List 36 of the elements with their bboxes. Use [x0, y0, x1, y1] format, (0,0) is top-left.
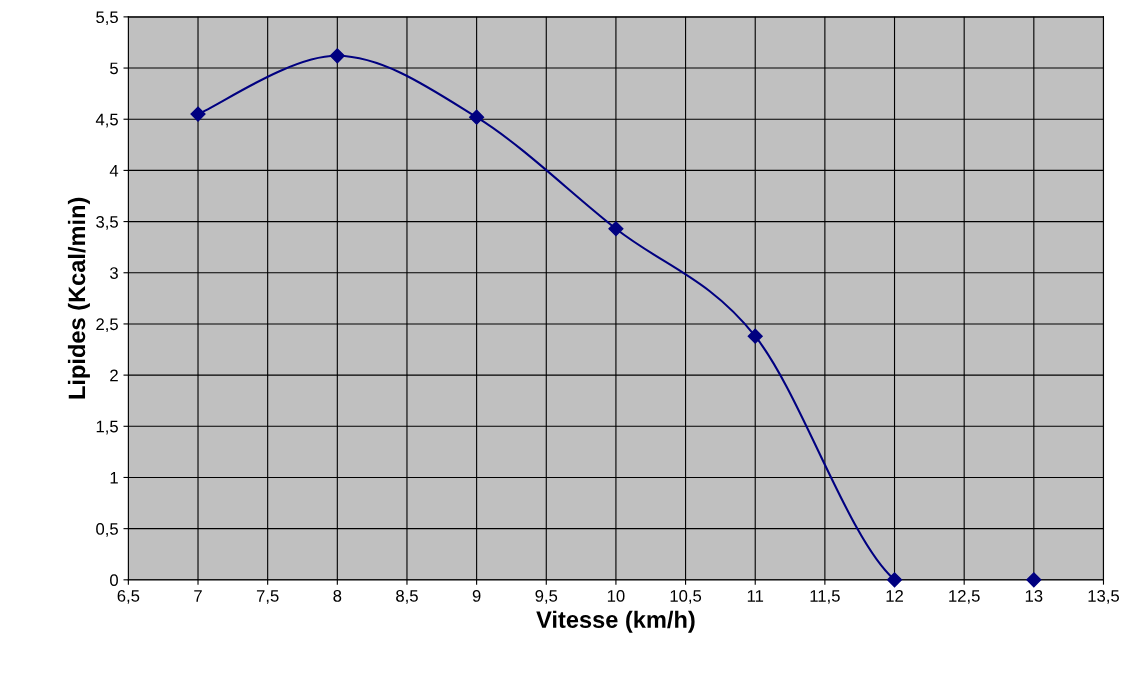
x-tick-label: 10	[607, 589, 625, 602]
x-tick-label: 11	[747, 590, 764, 602]
point	[886, 572, 903, 588]
y-tick-label: 2	[110, 369, 118, 382]
point	[1026, 572, 1042, 588]
x-tick-label: 6,5	[117, 589, 140, 604]
point	[190, 106, 206, 122]
point	[747, 328, 763, 344]
y-tick-label: 5,5	[96, 11, 118, 26]
y-tick-label: 3	[110, 267, 118, 279]
y-tick-label: 3,5	[96, 215, 118, 230]
y-tick-label: 5	[110, 62, 118, 75]
point	[329, 48, 345, 64]
x-tick-label: 10,5	[670, 589, 702, 604]
y-tick-label: 4	[109, 164, 119, 177]
y-tick-label: 0,5	[96, 523, 118, 537]
point	[608, 221, 624, 237]
x-tick-label: 12,5	[949, 589, 980, 604]
x-tick-label: 13	[1025, 589, 1043, 602]
y-tick-label: 1	[110, 472, 118, 484]
y-tick-label: 4,5	[95, 113, 118, 128]
x-tick-label: 8,5	[396, 589, 418, 604]
y-axis-title: Lipides (Kcal/min)	[67, 197, 90, 399]
x-tick-label: 12	[886, 589, 903, 602]
y-tick-label: 2,5	[96, 318, 118, 333]
x-tick-label: 7	[194, 590, 202, 602]
x-tick-label: 8	[333, 589, 342, 602]
x-tick-label: 9,5	[535, 589, 558, 604]
y-tick-label: 1,5	[96, 420, 118, 435]
x-tick-label: 9	[472, 589, 481, 602]
point	[469, 109, 485, 125]
x-axis-title: Vitesse (km/h)	[536, 610, 695, 633]
y-tick-label: 0	[110, 574, 118, 587]
x-tick-label: 7,5	[256, 590, 279, 604]
x-tick-label: 11,5	[810, 590, 840, 604]
x-tick-label: 13,5	[1088, 589, 1119, 604]
